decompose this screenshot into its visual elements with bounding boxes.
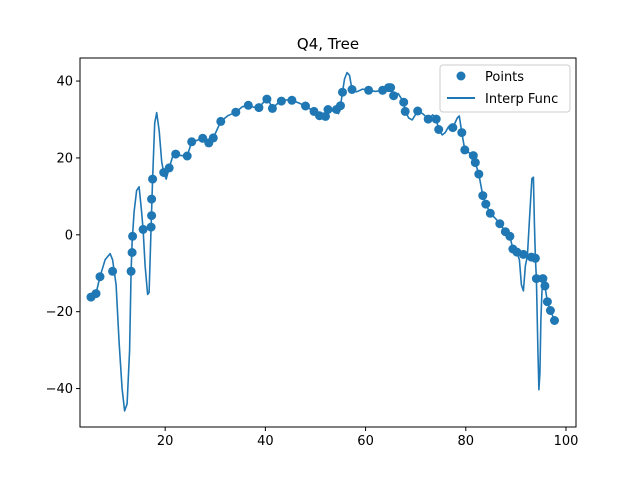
data-point [138, 224, 148, 234]
data-point [545, 306, 555, 315]
data-point [208, 133, 218, 143]
data-point [431, 114, 441, 124]
data-point [171, 149, 181, 159]
data-point [542, 297, 552, 307]
data-point [550, 316, 559, 325]
legend-label-interp-func: Interp Func [485, 92, 558, 107]
data-point [478, 191, 488, 201]
data-point [321, 111, 330, 121]
data-point [399, 97, 409, 107]
series-points [86, 83, 559, 325]
data-point [538, 274, 548, 284]
x-tick-label: 20 [157, 434, 174, 449]
data-point [182, 151, 192, 161]
x-tick-label: 80 [458, 434, 475, 449]
data-point [413, 106, 423, 116]
legend-box [439, 64, 571, 113]
x-tick-label: 100 [554, 434, 579, 449]
y-tick-label: −40 [46, 382, 73, 397]
y-tick-label: −20 [46, 305, 73, 320]
data-point [147, 211, 157, 221]
data-point [485, 208, 495, 218]
data-point [495, 219, 505, 229]
data-point [364, 85, 374, 95]
data-point [460, 145, 470, 155]
data-point [127, 248, 137, 257]
data-point [347, 85, 357, 94]
axes-frame [79, 57, 577, 428]
data-point [448, 123, 458, 133]
y-tick-label: 40 [56, 75, 73, 90]
data-point [481, 199, 491, 209]
data-point [400, 106, 410, 116]
data-point [231, 107, 241, 117]
y-tick-label: 20 [56, 151, 73, 166]
legend: Points Interp Func [439, 64, 571, 113]
data-point [198, 133, 208, 143]
data-point [216, 116, 226, 126]
data-point [531, 274, 541, 284]
data-point [301, 101, 310, 111]
y-axis: −40 −20 0 20 40 [46, 75, 80, 397]
data-point [243, 100, 253, 110]
data-point [468, 151, 478, 161]
data-point [276, 96, 286, 106]
data-point [287, 95, 297, 105]
data-point [148, 174, 158, 184]
data-point [474, 169, 484, 179]
data-point [164, 163, 174, 173]
data-point [389, 91, 399, 101]
data-point [457, 128, 467, 138]
data-point [540, 281, 550, 291]
plot-area [86, 71, 559, 412]
data-point [254, 103, 264, 113]
data-point [262, 94, 272, 104]
data-point [126, 266, 136, 276]
data-point [338, 87, 347, 97]
data-point [323, 105, 333, 114]
chart-title: Q4, Tree [297, 35, 359, 53]
x-tick-label: 40 [257, 434, 274, 449]
y-tick-label: 0 [65, 228, 73, 243]
legend-marker-points [456, 71, 466, 81]
data-point [434, 125, 444, 134]
data-point [470, 158, 480, 168]
x-tick-label: 60 [357, 434, 374, 449]
legend-label-points: Points [485, 70, 524, 85]
data-point [146, 222, 156, 232]
data-point [518, 249, 528, 259]
x-axis: 20 40 60 80 100 [157, 427, 578, 449]
data-point [423, 114, 433, 124]
data-point [91, 289, 101, 299]
data-point [187, 137, 197, 147]
data-point [505, 231, 515, 241]
data-point [386, 83, 396, 93]
data-point [108, 266, 118, 276]
data-point [147, 194, 157, 204]
data-point [336, 101, 345, 111]
data-point [128, 231, 138, 241]
data-point [267, 103, 277, 113]
data-point [95, 272, 105, 282]
data-point [530, 253, 540, 263]
